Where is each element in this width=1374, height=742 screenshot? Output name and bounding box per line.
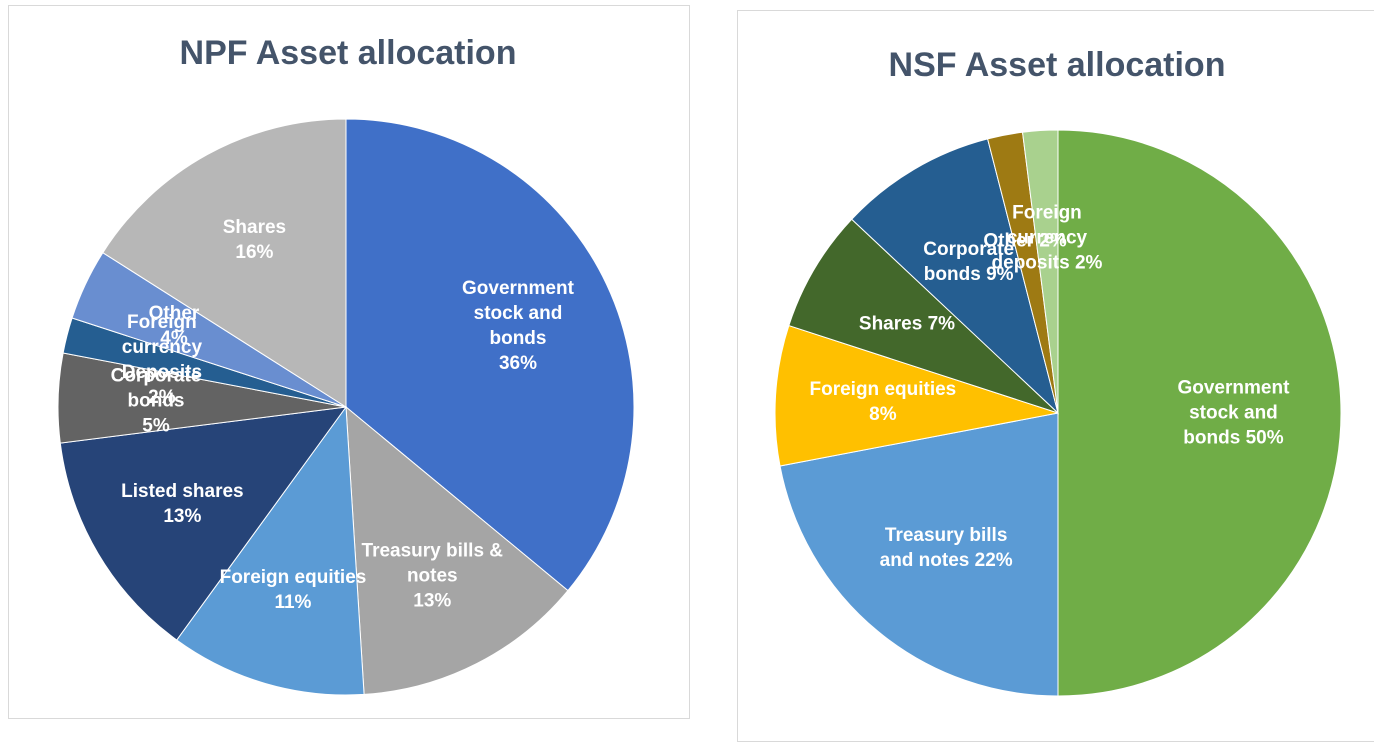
category-label: Foreign equities xyxy=(809,378,957,400)
data-label: Corporate bonds 9% xyxy=(894,237,1044,287)
value-label: 11% xyxy=(274,591,312,613)
value-label: 22% xyxy=(974,550,1013,572)
data-label: Government stock and bonds 50% xyxy=(1158,376,1308,451)
data-label: Treasury bills and notes 22% xyxy=(871,523,1021,573)
pie-slice xyxy=(102,118,347,408)
data-label: Shares 16% xyxy=(179,215,329,265)
data-label: Listed shares 13% xyxy=(107,479,257,529)
data-label: Foreign equities 11% xyxy=(218,565,368,615)
category-label: Corporate bonds xyxy=(923,238,1015,285)
data-label: Government stock and bonds 36% xyxy=(443,276,593,376)
category-label: Government stock and bonds xyxy=(1177,377,1290,449)
value-label: 2% xyxy=(1039,230,1067,252)
data-label: Foreign currency deposits 2% xyxy=(972,200,1122,275)
chart-title: NPF Asset allocation xyxy=(179,34,517,72)
value-label: 5% xyxy=(142,415,170,437)
data-label: Corporate bonds 5% xyxy=(81,364,231,439)
data-label: Foreign equities 8% xyxy=(808,377,958,427)
category-label: Shares xyxy=(858,313,923,335)
category-label: Treasury bills and notes xyxy=(879,525,1008,572)
pie-slice xyxy=(59,406,348,641)
category-label: Government stock and bonds xyxy=(462,278,574,350)
category-label: Other xyxy=(983,230,1035,252)
value-label: 2% xyxy=(148,386,176,408)
value-label: 4% xyxy=(160,328,188,350)
value-label: 7% xyxy=(927,313,956,335)
category-label: Foreign currency Deposits xyxy=(121,311,203,383)
data-label: Treasury bills & notes 13% xyxy=(357,539,507,614)
value-label: 8% xyxy=(869,403,897,425)
pie-slice xyxy=(1057,129,1342,697)
data-label: Other 4% xyxy=(99,301,249,351)
value-label: 13% xyxy=(413,590,452,612)
category-label: Shares xyxy=(222,217,287,239)
pie-slice xyxy=(850,138,1059,415)
pie-slice xyxy=(774,324,1059,467)
category-label: Listed shares xyxy=(121,480,244,502)
category-label: Corporate bonds xyxy=(110,365,202,412)
category-label: Other xyxy=(148,303,200,325)
category-label: Treasury bills & notes xyxy=(361,540,504,587)
pie-slice xyxy=(176,405,365,696)
category-label: Foreign equities xyxy=(219,566,367,588)
pie-slice xyxy=(779,412,1059,697)
value-label: 9% xyxy=(986,263,1014,285)
chart-title: NSF Asset allocation xyxy=(888,46,1226,84)
pie-slice xyxy=(788,218,1059,414)
value-label: 13% xyxy=(163,505,202,527)
pie-slice xyxy=(1021,129,1059,414)
data-label: Shares 7% xyxy=(832,311,982,336)
data-label: Other 2% xyxy=(950,228,1100,253)
value-label: 50% xyxy=(1245,427,1284,449)
category-label: Foreign currency deposits xyxy=(991,202,1088,274)
value-label: 2% xyxy=(1074,252,1103,274)
pie-slice xyxy=(345,405,569,695)
data-label: Foreign currency Deposits 2% xyxy=(87,310,237,410)
value-label: 36% xyxy=(498,353,537,375)
value-label: 16% xyxy=(235,242,274,264)
pie-slice xyxy=(345,118,635,592)
